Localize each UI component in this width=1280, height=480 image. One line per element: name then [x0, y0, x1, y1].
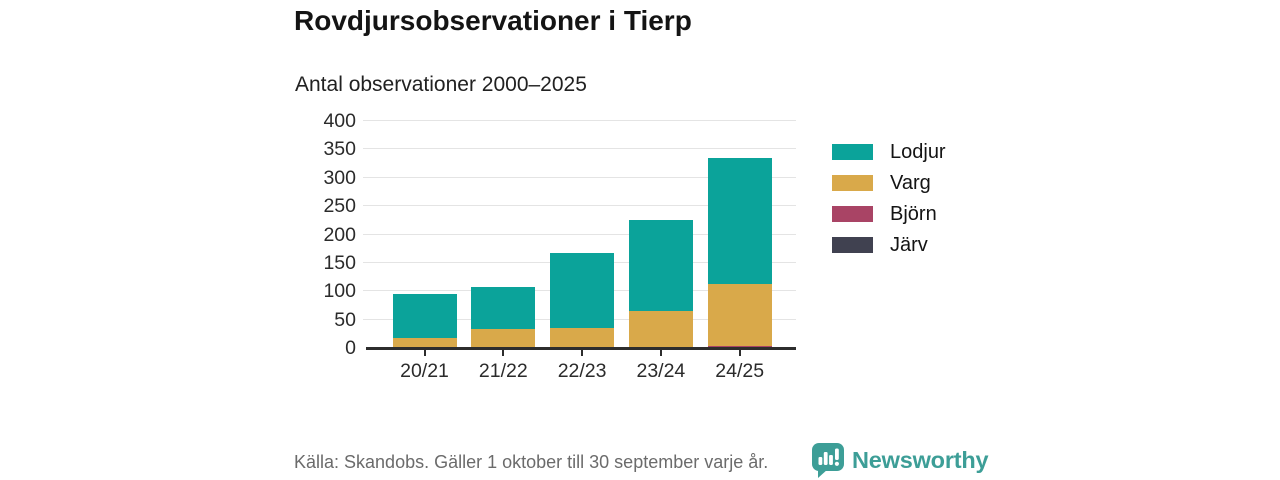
legend-label: Björn [890, 202, 937, 225]
gridline-200 [363, 233, 796, 235]
segment-varg [707, 284, 772, 346]
x-tick-label: 21/22 [478, 360, 528, 382]
y-tick-label: 400 [323, 110, 356, 132]
y-tick-label: 300 [323, 166, 356, 189]
newsworthy-logo: Newsworthy [812, 443, 989, 478]
x-tick-mark [738, 349, 741, 356]
page-title: Rovdjursobservationer i Tierp [294, 5, 692, 36]
newsworthy-speech-bubble-barchart-icon [812, 443, 844, 478]
y-tick-label: 0 [345, 337, 356, 359]
x-tick-mark [581, 349, 584, 356]
legend-swatch-lodjur [832, 144, 873, 160]
gridline-400 [363, 120, 796, 121]
bar-23-24 [628, 219, 693, 348]
x-axis-line [366, 347, 796, 350]
legend-label: Varg [890, 171, 931, 194]
segment-varg [392, 337, 457, 348]
legend-swatch-jarv [832, 237, 873, 253]
bar-24-25 [707, 157, 772, 348]
y-axis-labels: 0 50 100 150 200 250 300 350 400 [268, 110, 356, 359]
y-tick-label: 350 [323, 138, 356, 161]
legend-item-jarv: Järv [832, 234, 946, 256]
x-tick-mark [659, 349, 662, 356]
y-tick-label: 100 [323, 280, 356, 303]
legend: Lodjur Varg Björn Järv [832, 141, 946, 268]
legend-item-bjorn: Björn [832, 203, 946, 225]
segment-varg [550, 328, 615, 348]
bar-20-21 [392, 294, 457, 348]
gridline-250 [363, 205, 796, 207]
x-tick-label: 20/21 [400, 360, 449, 382]
segment-lodjur [707, 157, 772, 285]
legend-swatch-bjorn [832, 206, 873, 222]
legend-item-varg: Varg [832, 172, 946, 194]
y-tick-label: 200 [323, 223, 356, 246]
plot-area: 20/21 21/22 22/23 23/24 24/25 [363, 120, 796, 382]
segment-lodjur [392, 294, 457, 338]
bar-21-22 [471, 286, 536, 348]
segment-lodjur [471, 286, 536, 330]
gridline-350 [363, 148, 796, 150]
chart-subtitle: Antal observationer 2000–2025 [295, 73, 587, 96]
segment-varg [628, 311, 693, 348]
x-tick-mark [423, 349, 426, 356]
x-tick-label: 22/23 [557, 360, 607, 382]
segment-bjorn [707, 345, 772, 348]
segment-lodjur [550, 252, 615, 329]
source-note: Källa: Skandobs. Gäller 1 oktober till 3… [294, 452, 769, 472]
gridline-300 [363, 176, 796, 178]
bar-22-23 [550, 252, 615, 348]
legend-item-lodjur: Lodjur [832, 141, 946, 163]
y-tick-label: 150 [323, 251, 356, 274]
x-tick-mark [502, 349, 505, 356]
legend-label: Järv [890, 233, 928, 256]
legend-swatch-varg [832, 175, 873, 191]
x-tick-label: 24/25 [715, 360, 765, 382]
newsworthy-wordmark: Newsworthy [852, 447, 989, 473]
y-tick-label: 50 [334, 308, 356, 331]
legend-label: Lodjur [890, 140, 946, 163]
y-tick-label: 250 [323, 195, 356, 218]
x-tick-label: 23/24 [636, 360, 686, 382]
segment-varg [471, 329, 536, 348]
segment-lodjur [628, 219, 693, 312]
